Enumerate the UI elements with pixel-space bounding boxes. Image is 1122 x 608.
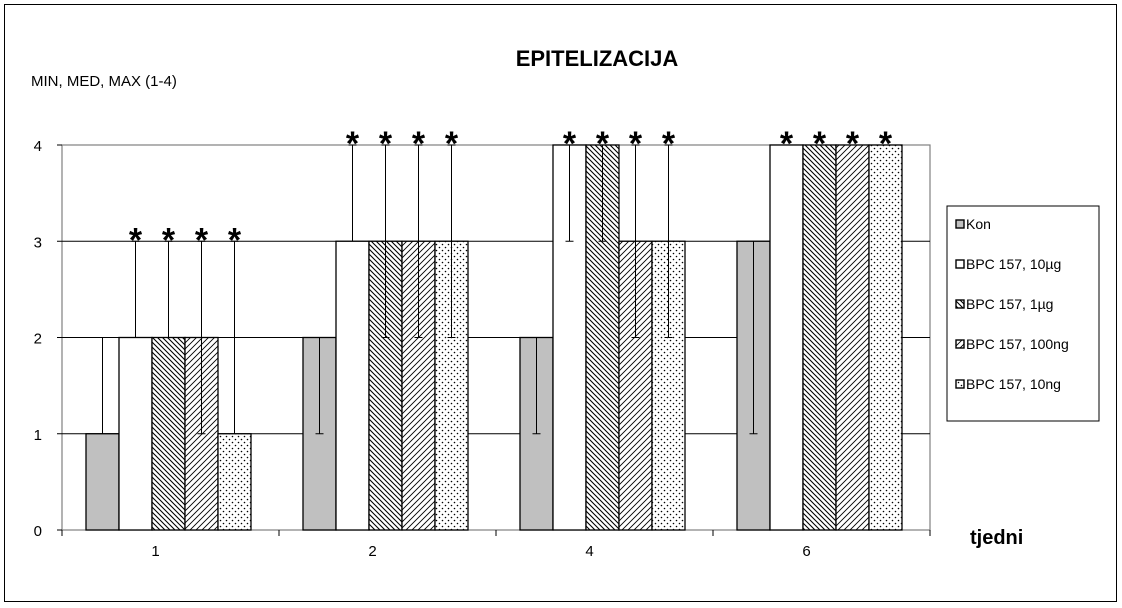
x-tick-label: 4 xyxy=(585,543,593,560)
chart-title: EPITELIZACIJA xyxy=(516,46,679,71)
y-tick-label: 1 xyxy=(34,427,42,444)
legend-label: Kon xyxy=(966,216,991,232)
plot-area: 0 1 2 3 4 1 2 4 6 * * * * * * * * * * * * * * * * xyxy=(34,125,931,560)
significance-star: * xyxy=(412,125,426,163)
bar xyxy=(835,144,870,531)
legend-label: BPC 157, 10ng xyxy=(966,376,1061,392)
significance-star: * xyxy=(563,125,577,163)
significance-star: * xyxy=(346,125,360,163)
significance-star: * xyxy=(813,125,827,163)
significance-star: * xyxy=(445,125,459,163)
significance-star: * xyxy=(662,125,676,163)
bar xyxy=(85,433,120,531)
bar xyxy=(151,336,186,531)
significance-star: * xyxy=(846,125,860,163)
legend-label: BPC 157, 100ng xyxy=(966,336,1069,352)
legend: Kon BPC 157, 10µg BPC 157, 1µg BPC 157, 100… xyxy=(946,205,1100,422)
y-axis-label: MIN, MED, MAX (1-4) xyxy=(31,73,177,90)
bar xyxy=(335,240,370,531)
significance-star: * xyxy=(228,221,242,259)
x-axis-label: tjedni xyxy=(970,527,1023,549)
x-tick-label: 6 xyxy=(802,543,810,560)
x-tick-label: 2 xyxy=(368,543,376,560)
legend-swatch xyxy=(955,219,965,229)
x-tick-label: 1 xyxy=(151,543,159,560)
legend-box xyxy=(946,205,1100,422)
legend-label: BPC 157, 10µg xyxy=(966,256,1061,272)
significance-star: * xyxy=(596,125,610,163)
significance-star: * xyxy=(780,125,794,163)
y-tick-label: 2 xyxy=(34,331,42,348)
y-tick-label: 3 xyxy=(34,234,42,251)
legend-swatch xyxy=(955,339,965,349)
y-tick-label: 4 xyxy=(34,138,42,155)
bar xyxy=(802,144,837,531)
significance-star: * xyxy=(195,221,209,259)
legend-swatch xyxy=(955,299,965,309)
significance-star: * xyxy=(162,221,176,259)
significance-star: * xyxy=(379,125,393,163)
significance-star: * xyxy=(629,125,643,163)
significance-star: * xyxy=(879,125,893,163)
legend-swatch xyxy=(955,379,965,389)
bar xyxy=(769,144,804,531)
significance-star: * xyxy=(129,221,143,259)
bar xyxy=(118,336,153,531)
bar xyxy=(217,433,252,531)
legend-swatch xyxy=(955,259,965,269)
bar xyxy=(868,144,903,531)
legend-label: BPC 157, 1µg xyxy=(966,296,1053,312)
y-tick-label: 0 xyxy=(34,523,42,540)
